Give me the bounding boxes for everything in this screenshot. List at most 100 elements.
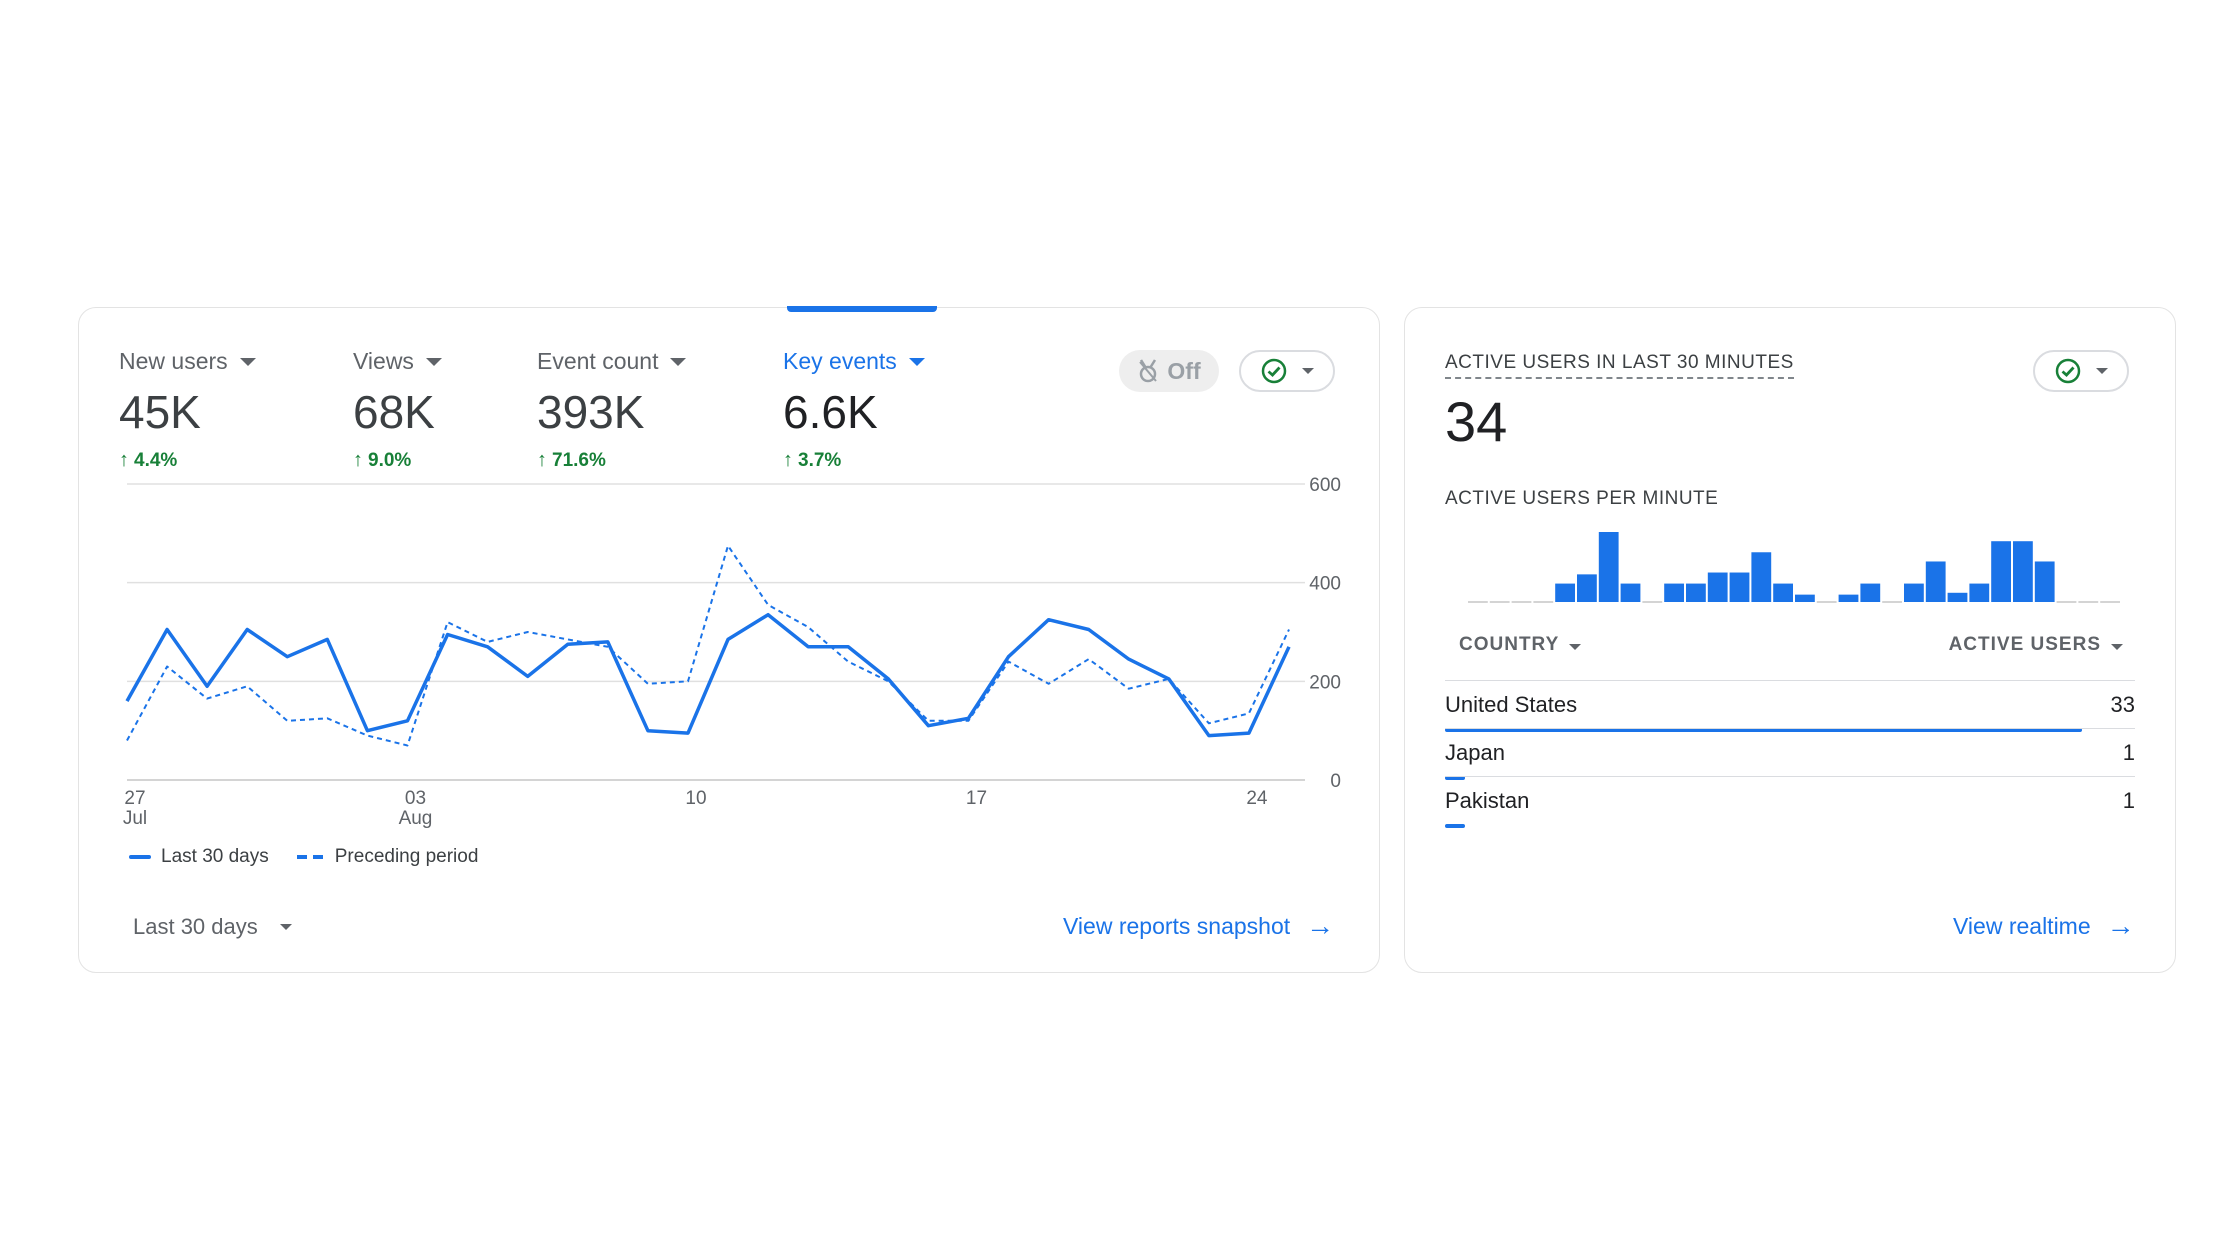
table-divider [1445,728,2135,729]
metric-label: Event count [537,348,659,374]
metric-delta: ↑ 4.4% [119,449,256,472]
metric-views[interactable]: Views 68K ↑ 9.0% [353,348,442,472]
minute-bar[interactable] [1860,583,1881,602]
metric-new-users[interactable]: New users 45K ↑ 4.4% [119,348,256,472]
check-circle-icon [1261,358,1287,384]
legend-swatch-dashed [296,855,325,859]
minute-bar[interactable] [1707,572,1728,602]
row-country: United States [1445,692,1578,717]
x-tick-sublabel: Jul [123,808,147,829]
check-circle-icon [2055,358,2081,384]
table-divider [1445,776,2135,777]
row-share-bar [1445,824,1465,828]
row-share-bar [1445,776,1465,780]
x-tick-label: 03 [405,788,426,809]
minute-bar[interactable] [1795,594,1815,602]
minute-bar[interactable] [1838,594,1859,602]
minute-bar[interactable] [1991,541,2011,602]
realtime-title[interactable]: ACTIVE USERS IN LAST 30 MINUTES [1445,352,1794,379]
minute-bar[interactable] [1686,583,1706,602]
date-range-select[interactable]: Last 30 days [133,914,292,940]
country-column-header[interactable]: COUNTRY [1459,634,1582,656]
metric-delta: ↑ 9.0% [353,449,442,472]
chart-legend: Last 30 days Preceding period [129,846,478,868]
insights-toggle[interactable]: Off [1119,350,1219,392]
caret-down-icon [908,357,925,366]
caret-down-icon [2096,368,2108,374]
arrow-right-icon: → [1306,910,1335,941]
minute-bar[interactable] [1773,583,1793,602]
metric-label: Views [353,348,414,374]
link-label: View realtime [1953,912,2091,939]
row-share-bar [1445,728,2082,732]
view-reports-snapshot-link[interactable]: View reports snapshot → [1063,912,1334,940]
y-tick-label: 200 [1309,672,1341,693]
metric-key-events[interactable]: Key events 6.6K ↑ 3.7% [783,348,925,472]
minute-bar[interactable] [1904,583,1924,602]
table-divider [1445,680,2135,681]
x-tick-sublabel: Aug [399,808,433,829]
series-line-current [125,612,1291,738]
minute-bar[interactable] [1555,583,1575,602]
row-users: 1 [2122,788,2135,813]
overview-card: New users 45K ↑ 4.4% Views 68K ↑ 9.0% Ev… [78,306,1380,973]
active-users-column-header[interactable]: ACTIVE USERS [1949,634,2123,656]
row-users: 33 [2110,692,2135,717]
minute-bar[interactable] [1947,592,1968,602]
active-tab-indicator [787,306,937,312]
per-minute-label: ACTIVE USERS PER MINUTE [1445,488,1719,509]
minute-bar[interactable] [1729,572,1750,602]
medal-icon [1139,359,1158,383]
x-tick-label: 10 [685,788,706,809]
metric-delta-value: 9.0% [368,449,412,471]
arrow-up-icon: ↑ [783,449,793,471]
metric-value: 45K [119,386,201,438]
minute-bar[interactable] [1598,532,1619,602]
link-label: View reports snapshot [1063,912,1291,939]
metric-label-dropdown[interactable]: Views [353,348,442,375]
minute-bar[interactable] [1664,583,1684,602]
minute-bar[interactable] [1751,552,1772,602]
metric-delta-value: 3.7% [798,449,842,471]
arrow-up-icon: ↑ [119,449,129,471]
row-country: Japan [1445,740,1505,765]
realtime-card: ACTIVE USERS IN LAST 30 MINUTES 34 ACTIV… [1404,307,2176,973]
x-tick-label: 17 [966,788,987,809]
metric-delta-value: 4.4% [134,449,178,471]
insights-toggle-label: Off [1167,357,1201,384]
y-tick-label: 400 [1309,574,1341,595]
column-header-label: ACTIVE USERS [1948,634,2101,655]
metric-event-count[interactable]: Event count 393K ↑ 71.6% [537,348,687,472]
x-tick-label: 24 [1246,788,1268,809]
minute-bar[interactable] [2013,541,2033,602]
metric-delta: ↑ 71.6% [537,449,686,472]
metric-value: 68K [353,386,435,438]
realtime-active-users-value: 34 [1445,390,1508,453]
minute-bar[interactable] [1925,561,1946,602]
data-quality-dropdown[interactable] [1239,350,1335,392]
arrow-up-icon: ↑ [537,449,547,471]
data-quality-dropdown[interactable] [2033,350,2129,392]
minute-bar[interactable] [2034,561,2055,602]
row-country: Pakistan [1445,788,1530,813]
metric-label-dropdown[interactable]: Event count [537,348,687,375]
legend-swatch-solid [129,855,151,859]
metric-delta: ↑ 3.7% [783,449,925,472]
caret-down-icon [279,924,292,930]
minute-bar[interactable] [1620,583,1641,602]
series-line-preceding [126,544,1290,747]
minute-bar[interactable] [1577,574,1597,602]
caret-down-icon [670,357,687,366]
caret-down-icon [425,357,442,366]
metric-label: New users [119,348,228,374]
minute-bar[interactable] [1969,583,1990,602]
x-tick-label: 27 [124,788,145,809]
metric-label-dropdown[interactable]: New users [119,348,256,375]
view-realtime-link[interactable]: View realtime → [1953,912,2135,940]
y-tick-label: 0 [1330,771,1341,792]
date-range-label: Last 30 days [133,914,258,939]
metric-delta-value: 71.6% [552,449,606,471]
metric-label-dropdown[interactable]: Key events [783,348,925,375]
y-tick-label: 600 [1309,475,1341,496]
